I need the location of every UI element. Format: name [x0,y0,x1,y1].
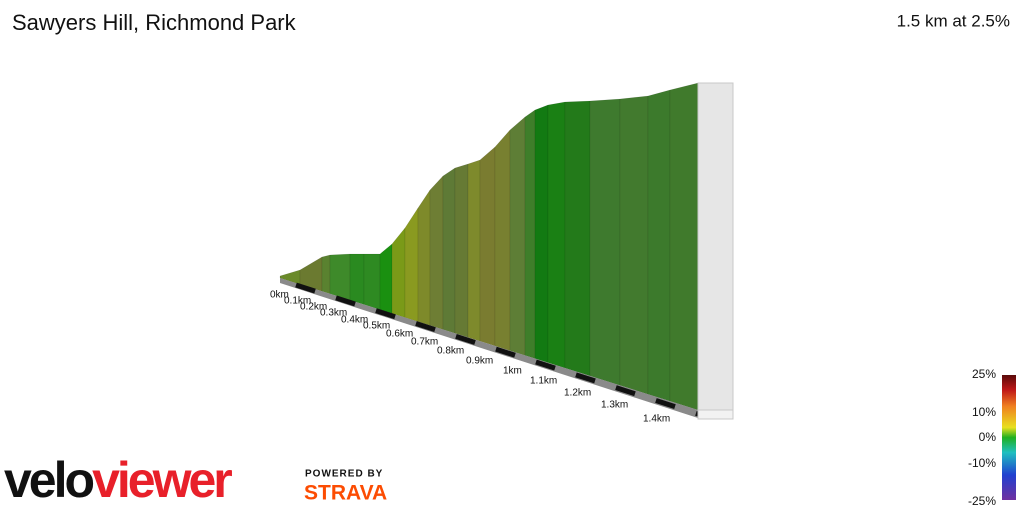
distance-label: 0.1km [284,296,311,307]
profile-segment [509,116,526,356]
profile-segment [534,104,549,363]
profile-segment [669,82,699,411]
profile-segment [363,253,381,310]
profile-segment [417,189,431,326]
profile-segment [321,254,331,295]
logo: veloviewer [4,452,232,508]
profile-end-face [697,82,734,411]
distance-label: 0.2km [300,302,327,313]
distance-labels: 0km0.1km0.2km0.3km0.4km0.5km0.6km0.7km0.… [270,290,670,425]
distance-label: 0km [270,290,289,301]
profile-segment [391,227,406,318]
gradient-scale [1002,375,1016,500]
legend-label: -25% [968,494,996,508]
logo-start: velo [4,452,94,508]
gradient-legend: 25% 10% 0% -10% -25% [968,367,996,508]
distance-label: 1.1km [530,376,557,387]
profile-segment [564,100,591,377]
title: Sawyers Hill, Richmond Park [12,10,297,35]
powered-by: POWERED BY [305,469,383,480]
distance-label: 1.4km [643,414,670,425]
legend-label: 10% [972,405,996,419]
logo-end: viewer [92,452,232,508]
profile-segment [494,129,511,351]
distance-label: 0.5km [363,321,390,332]
profile-segment [349,253,365,305]
distance-label: 0.6km [386,329,413,340]
profile-segment [547,101,566,369]
profile-segment [379,243,393,314]
distance-label: 0.7km [411,337,438,348]
profile-segment [589,98,621,386]
legend-label: -10% [968,456,996,470]
elevation-profile [279,82,699,418]
strava: STRAVA [304,482,387,505]
distance-label: 0.3km [320,308,347,319]
profile-segment [329,253,351,301]
profile-segment [442,167,456,334]
profile-segment [467,159,481,342]
distance-label: 0.9km [466,356,493,367]
distance-label: 0.8km [437,346,464,357]
profile-segment [429,175,444,330]
road-stripes [295,282,699,417]
profile-segment [404,207,419,322]
profile-segment [524,109,536,359]
profile-segment [479,146,496,347]
profile-segment [454,163,469,338]
distance-label: 1.2km [564,388,591,399]
distance-label: 1.3km [601,400,628,411]
road-end-face [697,409,734,420]
distance-label: 1km [503,366,522,377]
profile-segment [619,95,649,395]
distance-label: 0.4km [341,315,368,326]
legend-label: 25% [972,367,996,381]
legend-label: 0% [979,430,997,444]
profile-segment [647,89,671,402]
summary: 1.5 km at 2.5% [897,11,1010,30]
